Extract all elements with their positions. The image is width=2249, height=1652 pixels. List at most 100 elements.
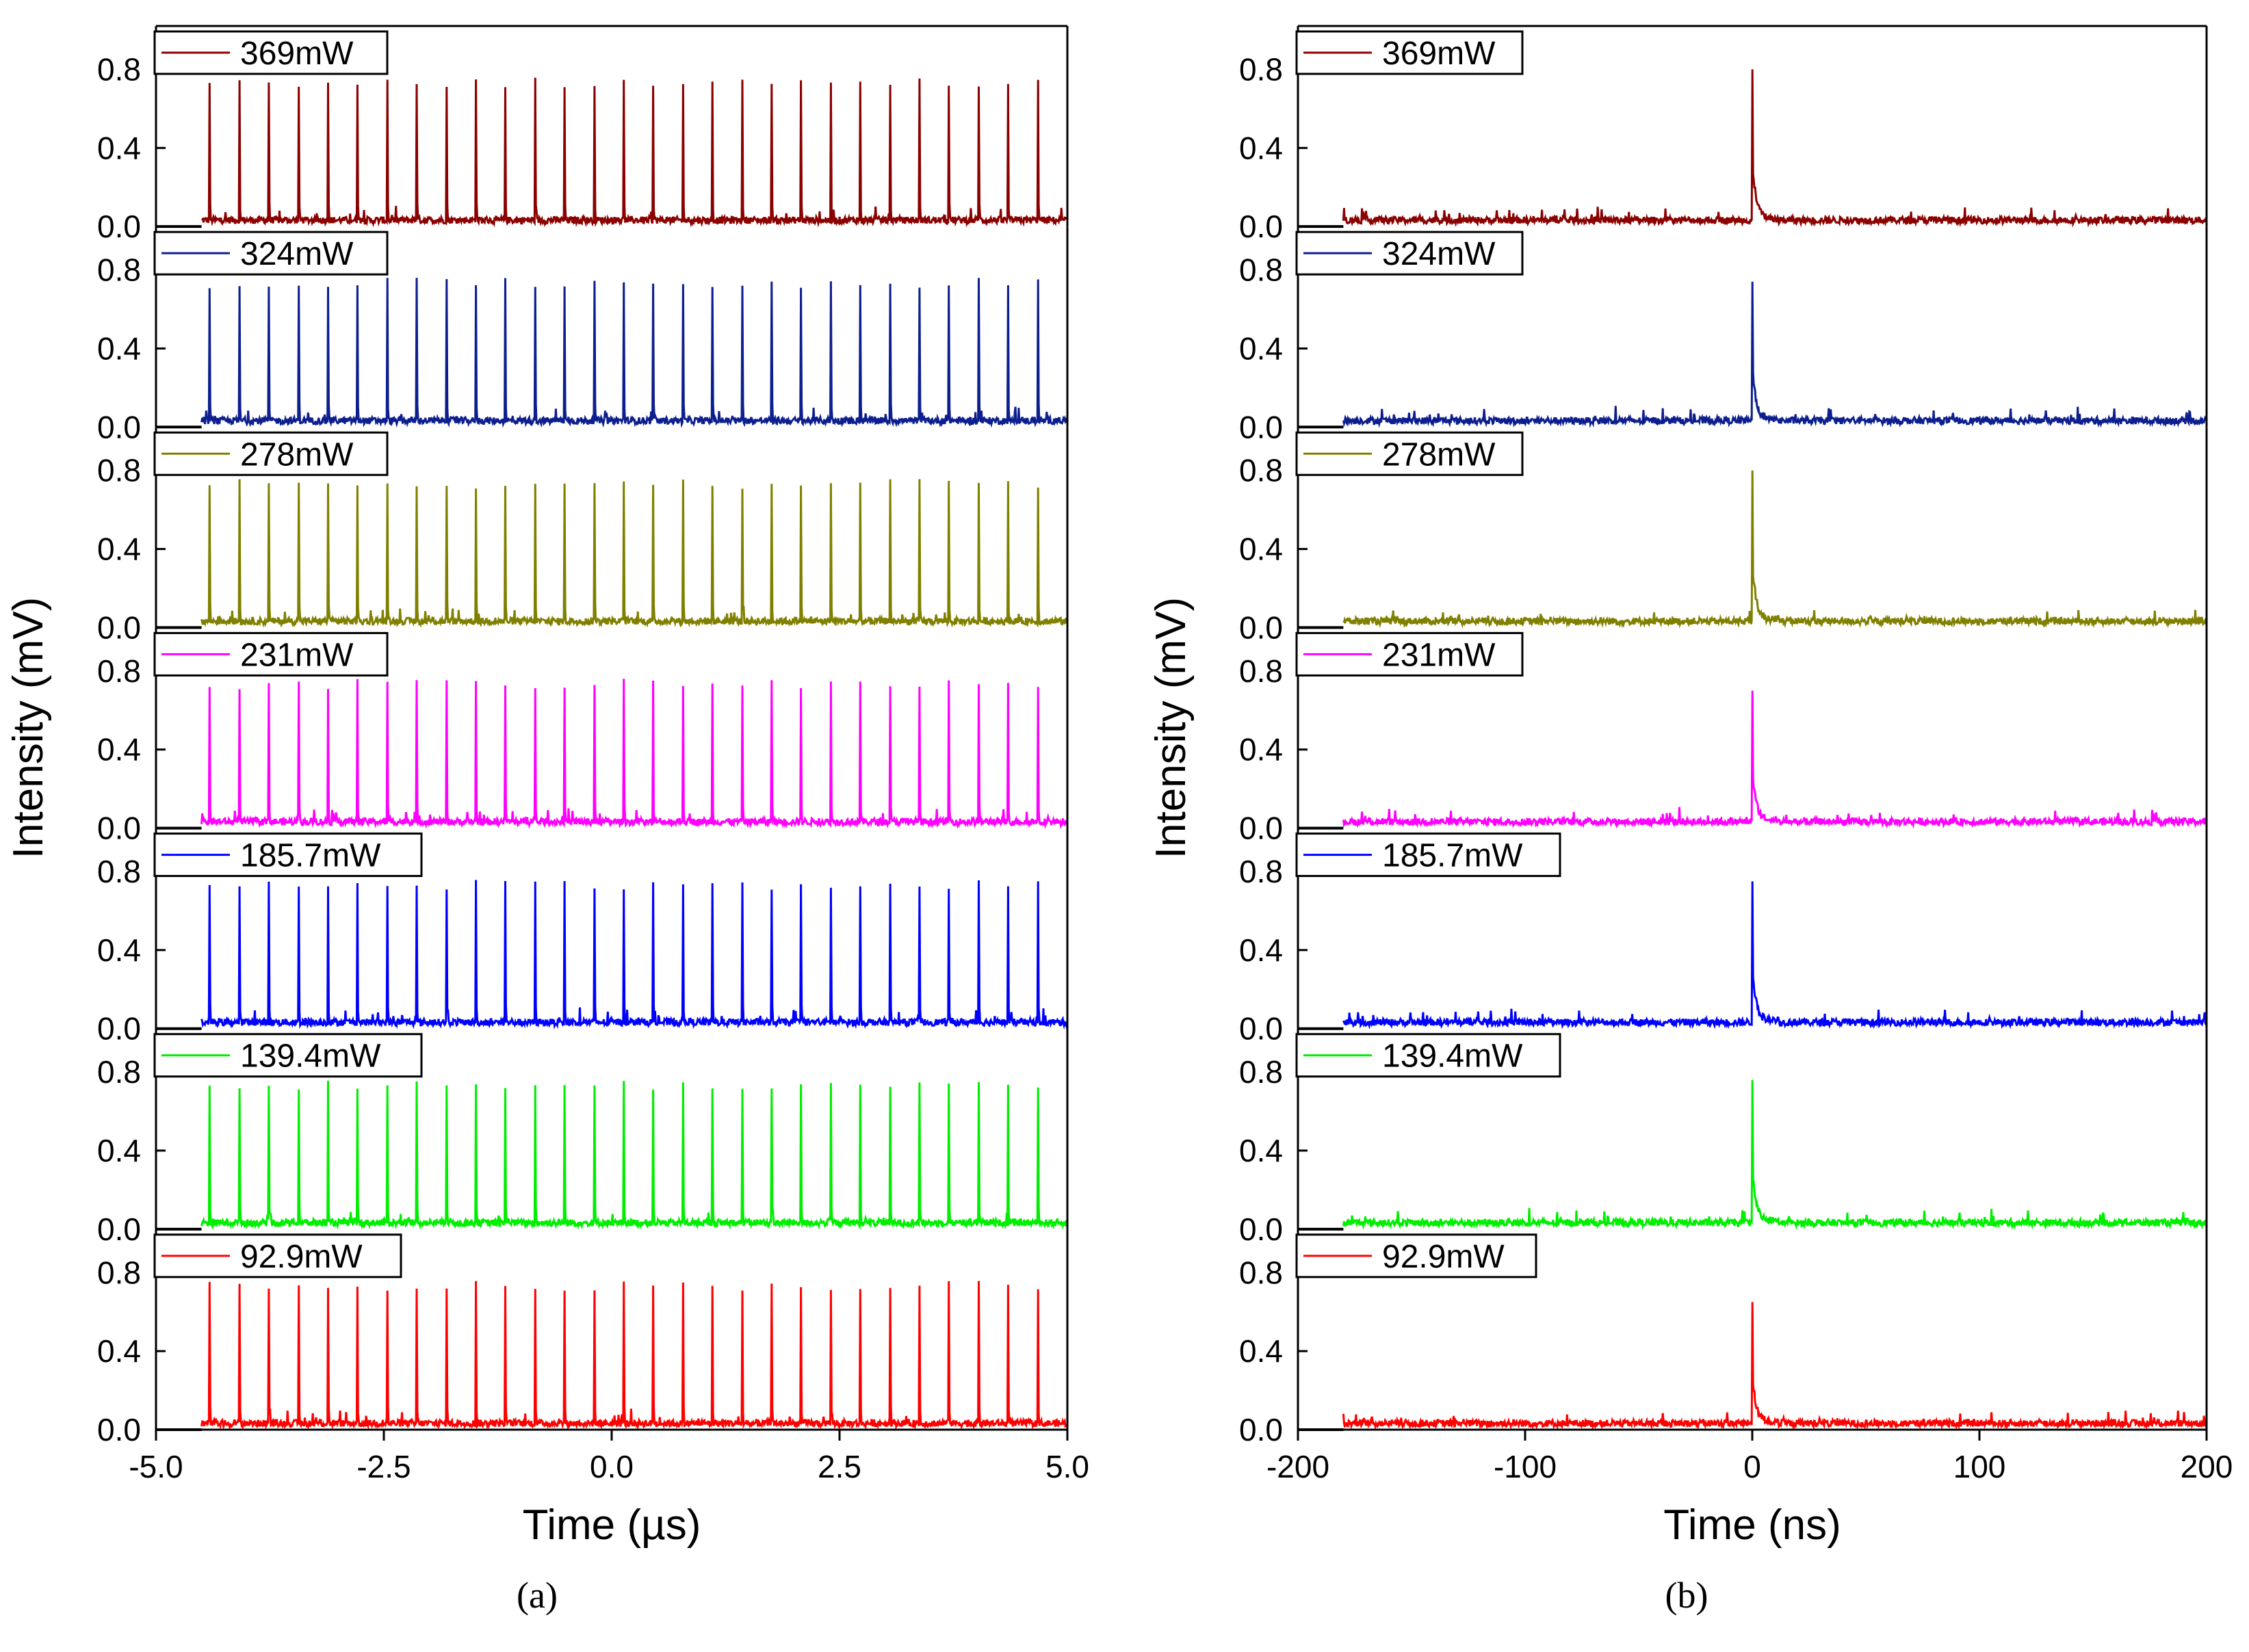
series-line-185.7mW — [1342, 881, 2208, 1030]
legend-label: 369mW — [1382, 36, 1496, 72]
y-tick-label: 0.4 — [97, 130, 141, 166]
legend-box — [1295, 832, 1561, 878]
y-tick-label: 0.0 — [97, 1011, 141, 1047]
x-tick-label: 200 — [2181, 1449, 2233, 1484]
y-tick-label: 0.0 — [97, 1211, 141, 1247]
y-tick-label: 0.4 — [1239, 130, 1283, 166]
y-tick-label: 0.8 — [97, 1054, 141, 1090]
series-line-92.9mW — [200, 1281, 1069, 1431]
panel-caption: (b) — [1665, 1575, 1708, 1616]
legend-label: 231mW — [240, 637, 354, 673]
y-tick-label: 0.8 — [1239, 854, 1283, 889]
x-axis-title: Time (µs) — [523, 1502, 701, 1549]
y-tick-label: 0.8 — [97, 854, 141, 889]
subplot-231mW: 0.0 0.4 0.8 231mW — [1239, 627, 2208, 846]
series-line-278mW — [1342, 470, 2208, 629]
subplot-278mW: 0.0 0.4 0.8 278mW — [97, 427, 1069, 645]
y-tick-label: 0.8 — [97, 51, 141, 87]
subplot-92.9mW: 0.0 0.4 0.8 92.9mW — [1239, 1229, 2208, 1447]
y-axis-title: Intensity (mV) — [5, 597, 52, 858]
x-tick-label: 0.0 — [590, 1449, 634, 1484]
y-tick-label: 0.4 — [97, 932, 141, 968]
subplot-324mW: 0.0 0.4 0.8 324mW — [1239, 226, 2208, 445]
legend-label: 324mW — [240, 236, 354, 272]
legend-label: 139.4mW — [1382, 1038, 1523, 1075]
subplot-92.9mW: 0.0 0.4 0.8 92.9mW — [97, 1229, 1069, 1447]
subplot-324mW: 0.0 0.4 0.8 324mW — [97, 226, 1069, 445]
y-tick-label: 0.8 — [1239, 1255, 1283, 1290]
legend-label: 185.7mW — [240, 838, 381, 874]
subplot-231mW: 0.0 0.4 0.8 231mW — [97, 627, 1069, 846]
x-axis-title: Time (ns) — [1663, 1502, 1841, 1549]
y-tick-label: 0.4 — [1239, 1133, 1283, 1168]
y-tick-label: 0.0 — [1239, 609, 1283, 645]
legend-label: 92.9mW — [1382, 1239, 1505, 1275]
series-line-139.4mW — [1342, 1079, 2208, 1231]
series-line-324mW — [200, 278, 1069, 428]
y-tick-label: 0.4 — [1239, 932, 1283, 968]
y-tick-label: 0.4 — [97, 532, 141, 567]
y-tick-label: 0.8 — [1239, 51, 1283, 87]
legend-label: 231mW — [1382, 637, 1496, 673]
y-tick-label: 0.8 — [97, 1255, 141, 1290]
y-tick-label: 0.8 — [97, 453, 141, 488]
y-tick-label: 0.0 — [1239, 811, 1283, 846]
x-tick-label: 5.0 — [1045, 1449, 1089, 1484]
y-tick-label: 0.0 — [97, 409, 141, 445]
y-tick-label: 0.8 — [97, 653, 141, 689]
series-line-231mW — [1342, 690, 2208, 829]
y-tick-label: 0.4 — [1239, 1333, 1283, 1369]
legend-label: 92.9mW — [240, 1239, 363, 1275]
panel-caption: (a) — [517, 1575, 558, 1616]
y-tick-label: 0.4 — [1239, 732, 1283, 768]
subplot-139.4mW: 0.0 0.4 0.8 139.4mW — [97, 1028, 1069, 1247]
y-tick-label: 0.0 — [97, 811, 141, 846]
subplot-369mW: 0.0 0.4 0.8 369mW — [97, 26, 1069, 244]
panel-a: 0.0 0.4 0.8 369mW 0.0 0.4 0.8 324mW 0.0 0.4 0.8 278… — [5, 25, 1089, 1616]
legend-label: 185.7mW — [1382, 838, 1523, 874]
series-line-185.7mW — [200, 880, 1069, 1030]
series-line-369mW — [201, 77, 1068, 228]
y-tick-label: 0.0 — [1239, 1211, 1283, 1247]
series-line-278mW — [200, 479, 1069, 628]
y-tick-label: 0.8 — [1239, 1054, 1283, 1090]
y-tick-label: 0.8 — [1239, 453, 1283, 488]
x-tick-label: 0 — [1743, 1449, 1761, 1484]
series-line-139.4mW — [200, 1080, 1069, 1231]
series-line-324mW — [1342, 281, 2208, 428]
x-tick-label: 100 — [1953, 1449, 2006, 1484]
y-tick-label: 0.8 — [97, 252, 141, 288]
y-axis-title: Intensity (mV) — [1147, 597, 1195, 858]
panel-b: 0.0 0.4 0.8 369mW 0.0 0.4 0.8 324mW 0.0 0.4 0.8 278… — [1147, 25, 2233, 1616]
series-line-369mW — [1342, 69, 2207, 228]
y-tick-label: 0.0 — [1239, 409, 1283, 445]
x-tick-label: -100 — [1494, 1449, 1557, 1484]
subplot-278mW: 0.0 0.4 0.8 278mW — [1239, 427, 2208, 645]
y-tick-label: 0.4 — [1239, 330, 1283, 366]
legend-label: 324mW — [1382, 236, 1496, 272]
y-tick-label: 0.0 — [97, 609, 141, 645]
y-tick-label: 0.4 — [1239, 532, 1283, 567]
y-tick-label: 0.4 — [97, 1133, 141, 1168]
legend-label: 278mW — [1382, 436, 1496, 473]
y-tick-label: 0.0 — [1239, 1412, 1283, 1447]
y-tick-label: 0.4 — [97, 732, 141, 768]
y-tick-label: 0.8 — [1239, 252, 1283, 288]
y-tick-label: 0.0 — [1239, 1011, 1283, 1047]
series-line-92.9mW — [1342, 1302, 2208, 1431]
x-tick-label: -200 — [1266, 1449, 1329, 1484]
x-tick-label: -5.0 — [129, 1449, 183, 1484]
legend-label: 278mW — [240, 436, 354, 473]
y-tick-label: 0.4 — [97, 330, 141, 366]
series-line-231mW — [200, 679, 1069, 830]
x-tick-label: 2.5 — [818, 1449, 861, 1484]
x-tick-label: -2.5 — [356, 1449, 411, 1484]
y-tick-label: 0.0 — [97, 209, 141, 244]
y-tick-label: 0.4 — [97, 1333, 141, 1369]
subplot-139.4mW: 0.0 0.4 0.8 139.4mW — [1239, 1028, 2208, 1247]
y-tick-label: 0.0 — [97, 1412, 141, 1447]
subplot-185.7mW: 0.0 0.4 0.8 185.7mW — [1239, 828, 2208, 1047]
subplot-185.7mW: 0.0 0.4 0.8 185.7mW — [97, 828, 1069, 1047]
y-tick-label: 0.8 — [1239, 653, 1283, 689]
